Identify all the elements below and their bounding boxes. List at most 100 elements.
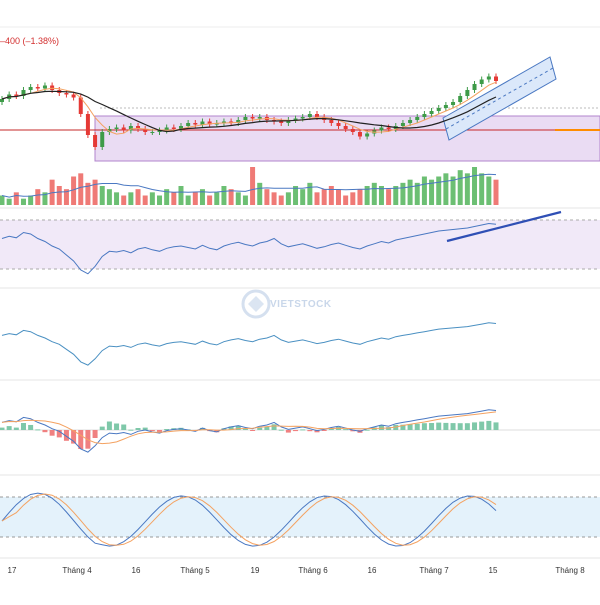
volume-bar — [71, 176, 77, 205]
macd-histogram-bar — [142, 427, 148, 430]
volume-bar — [35, 189, 41, 205]
candle-body — [336, 123, 341, 126]
candle-body — [422, 114, 427, 117]
x-tick-label: 16 — [132, 566, 141, 575]
volume-bar — [285, 192, 291, 205]
macd-histogram-bar — [429, 423, 435, 430]
macd-histogram-bar — [350, 430, 356, 432]
candle-body — [236, 120, 241, 123]
macd-histogram-bar — [114, 423, 120, 430]
macd-histogram-bar — [149, 430, 155, 431]
candle-body — [28, 87, 33, 90]
macd-histogram-bar — [457, 423, 463, 430]
candle-body — [193, 123, 198, 125]
macd-histogram-bar — [28, 424, 34, 430]
candle-body — [307, 114, 312, 117]
volume-bar — [421, 176, 427, 205]
macd-histogram-bar — [0, 427, 5, 430]
stochastic-d-line — [1, 493, 497, 546]
macd-histogram-bar — [71, 430, 77, 444]
volume-bar — [321, 189, 327, 205]
x-tick-label: Tháng 4 — [62, 566, 92, 575]
candle-body — [200, 121, 205, 125]
macd-histogram-bar — [407, 424, 413, 430]
candle-body — [136, 126, 141, 129]
macd-signal-line — [1, 411, 497, 445]
volume-bar — [393, 186, 399, 205]
volume-bar — [157, 195, 163, 205]
candle-body — [250, 117, 255, 119]
candle-body — [429, 111, 434, 114]
volume-bar — [386, 189, 392, 205]
candle-body — [257, 117, 262, 119]
candle-body — [479, 79, 484, 84]
macd-histogram-bar — [13, 427, 19, 430]
volume-bar — [357, 189, 363, 205]
volume-bar — [378, 186, 384, 205]
macd-histogram-bar — [42, 430, 48, 433]
candle-body — [178, 126, 183, 129]
candle-body — [121, 127, 126, 131]
volume-bar — [257, 182, 263, 205]
macd-histogram-bar — [264, 426, 270, 430]
macd-histogram-bar — [214, 430, 220, 433]
macd-histogram-bar — [443, 422, 449, 430]
x-tick-label: 15 — [489, 566, 498, 575]
candle-body — [207, 121, 212, 125]
macd-histogram-bar — [479, 421, 485, 430]
volume-bar — [429, 179, 435, 205]
moving-average-slow — [1, 90, 497, 133]
candle-body — [386, 127, 391, 129]
volume-bar — [99, 186, 105, 205]
candle-body — [443, 105, 448, 108]
volume-bar — [364, 186, 370, 205]
candle-body — [379, 127, 384, 131]
macd-histogram-bar — [314, 430, 320, 433]
channel-midline — [445, 67, 554, 130]
macd-histogram-bar — [328, 428, 334, 430]
volume-bar — [493, 179, 499, 205]
macd-histogram-bar — [157, 430, 163, 432]
macd-histogram-bar — [493, 422, 499, 430]
macd-histogram-bar — [242, 428, 248, 430]
candle-body — [458, 96, 463, 102]
volume-bar — [235, 192, 241, 205]
volume-bar — [128, 192, 134, 205]
volume-bar — [28, 195, 34, 205]
candle-body — [472, 84, 477, 90]
candle-body — [85, 114, 90, 135]
candle-body — [100, 132, 105, 147]
x-tick-label: Tháng 8 — [555, 566, 585, 575]
volume-bar — [450, 176, 456, 205]
volume-bar — [121, 195, 127, 205]
watermark: VIETSTOCK — [241, 289, 331, 319]
panel-separators — [0, 207, 600, 559]
stochastic-band — [0, 497, 600, 537]
volume-bar — [142, 195, 148, 205]
rsi-line — [1, 222, 497, 275]
volume-bar — [293, 186, 299, 205]
macd-histogram-bar — [421, 423, 427, 430]
candle-body — [221, 121, 226, 123]
volume-bar — [314, 192, 320, 205]
macd-histogram-bar — [307, 430, 313, 432]
candle-body — [300, 117, 305, 119]
macd-histogram-bar — [278, 429, 284, 431]
volume-bar — [300, 189, 306, 205]
macd-histogram-bar — [63, 430, 69, 441]
candle-body — [293, 118, 298, 120]
volume-bar — [486, 176, 492, 205]
candle-body — [408, 120, 413, 123]
macd-histogram-bar — [321, 430, 327, 431]
candle-body — [400, 123, 405, 126]
macd-histogram-bar — [250, 430, 256, 431]
macd-histogram-bar — [400, 424, 406, 430]
volume-bar — [106, 189, 112, 205]
volume-bar — [307, 182, 313, 205]
candle-body — [64, 93, 69, 95]
volume-bar — [350, 192, 356, 205]
volume-bar — [42, 192, 48, 205]
macd-histogram-bar — [343, 429, 349, 431]
x-tick-label: Tháng 6 — [298, 566, 328, 575]
